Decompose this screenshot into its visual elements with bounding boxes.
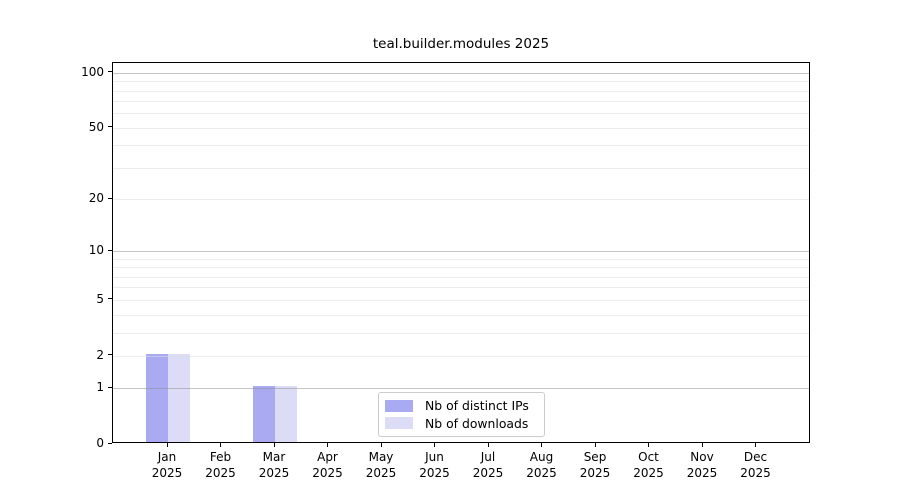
x-tick-label-feb: Feb 2025 — [205, 450, 236, 480]
gridline-minor-40 — [113, 145, 809, 147]
x-tick-label-aug: Aug 2025 — [526, 450, 557, 480]
y-tick-label-10: 10 — [88, 243, 104, 258]
bar-nb-of-distinct-ips-jan — [146, 353, 168, 442]
x-tickmark-jul — [487, 443, 489, 447]
chart-title: teal.builder.modules 2025 — [372, 36, 550, 52]
y-tick-label-0: 0 — [96, 436, 104, 450]
x-tickmark-feb — [220, 443, 221, 447]
x-tick-label-nov: Nov 2025 — [686, 450, 718, 480]
legend-label-nb-of-distinct-ips: Nb of distinct IPs — [425, 398, 529, 414]
y-tick-label-2: 2 — [96, 347, 104, 362]
x-tick-label-sep: Sep 2025 — [579, 450, 611, 480]
y-tick-label-1: 1 — [96, 380, 104, 395]
gridline-minor-70 — [113, 101, 809, 103]
x-tick-label-oct: Oct 2025 — [633, 450, 664, 480]
plot-area — [112, 62, 810, 443]
x-tickmark-sep — [594, 443, 596, 447]
x-tick-label-may: May 2025 — [365, 450, 397, 480]
x-tickmark-mar — [273, 443, 275, 447]
y-tick-label-50: 50 — [88, 119, 104, 134]
x-tick-label-jul: Jul 2025 — [472, 450, 504, 480]
gridline-minor-8 — [113, 267, 809, 269]
gridline-minor-5 — [113, 299, 809, 301]
gridline-minor-90 — [113, 81, 809, 83]
gridline-minor-50 — [113, 127, 809, 129]
x-tickmark-dec — [755, 443, 756, 447]
gridline-minor-80 — [113, 90, 809, 92]
legend-swatch-nb-of-downloads — [385, 417, 413, 430]
x-tickmark-oct — [648, 443, 649, 447]
gridline-minor-20 — [113, 199, 809, 201]
bar-nb-of-downloads-jan — [168, 353, 190, 442]
bar-nb-of-distinct-ips-mar — [253, 386, 275, 442]
y-tickmark-1 — [108, 386, 112, 388]
x-tickmark-nov — [701, 443, 703, 447]
gridline-major-1 — [113, 388, 809, 390]
y-tickmark-0 — [108, 442, 112, 444]
x-tick-label-apr: Apr 2025 — [312, 450, 343, 480]
gridline-major-10 — [113, 251, 809, 253]
y-tickmark-2 — [108, 354, 112, 356]
y-tick-label-5: 5 — [96, 291, 104, 306]
y-tickmark-10 — [108, 249, 112, 251]
y-tick-label-20: 20 — [88, 191, 104, 206]
y-tick-label-100: 100 — [81, 64, 104, 79]
x-tick-label-mar: Mar 2025 — [258, 450, 290, 480]
x-tickmark-aug — [541, 443, 542, 447]
y-tickmark-100 — [108, 71, 112, 73]
legend-entry-nb-of-distinct-ips: Nb of distinct IPs — [385, 398, 537, 413]
legend-label-nb-of-downloads: Nb of downloads — [425, 415, 529, 431]
x-tick-label-dec: Dec 2025 — [740, 450, 771, 480]
gridline-minor-60 — [113, 113, 809, 115]
legend-entry-nb-of-downloads: Nb of downloads — [385, 416, 537, 431]
bar-nb-of-downloads-mar — [275, 386, 297, 442]
gridline-minor-9 — [113, 258, 809, 260]
gridline-major-100 — [113, 72, 809, 74]
x-tickmark-may — [380, 443, 382, 447]
x-tick-label-jan: Jan 2025 — [151, 450, 183, 480]
x-tickmark-jan — [166, 443, 168, 447]
x-tick-label-jun: Jun 2025 — [419, 450, 450, 480]
y-tickmark-50 — [108, 126, 112, 128]
y-tickmark-5 — [108, 298, 112, 300]
gridline-minor-2 — [113, 355, 809, 357]
gridline-minor-3 — [113, 332, 809, 334]
gridline-minor-4 — [113, 314, 809, 316]
legend: Nb of distinct IPs Nb of downloads — [378, 392, 545, 437]
x-tickmark-jun — [434, 443, 435, 447]
gridline-minor-6 — [113, 287, 809, 289]
x-tickmark-apr — [327, 443, 328, 447]
y-tickmark-20 — [108, 197, 112, 199]
legend-swatch-nb-of-distinct-ips — [385, 399, 413, 412]
gridline-minor-7 — [113, 276, 809, 278]
gridline-minor-30 — [113, 167, 809, 169]
